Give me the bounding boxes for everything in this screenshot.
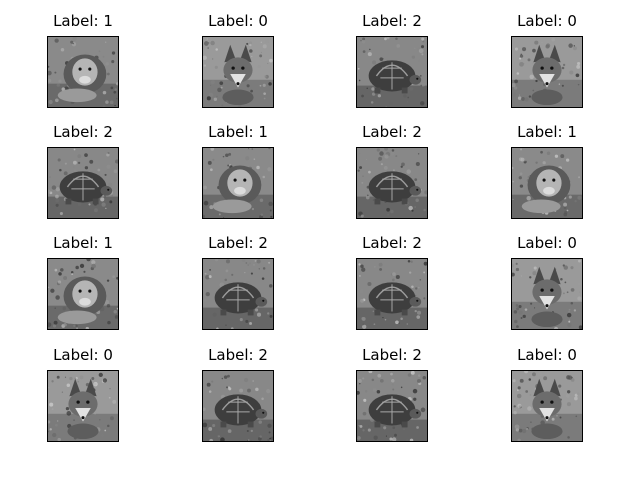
image-panel: Label: 0 xyxy=(487,224,607,332)
image-panel: Label: 2 xyxy=(23,113,143,221)
panel-title: Label: 0 xyxy=(517,12,577,30)
fox-thumbnail xyxy=(202,36,274,108)
panel-title: Label: 2 xyxy=(208,346,268,364)
panel-title: Label: 2 xyxy=(362,346,422,364)
image-panel: Label: 1 xyxy=(23,224,143,332)
panel-title: Label: 1 xyxy=(53,12,113,30)
panel-title: Label: 1 xyxy=(208,123,268,141)
fox-thumbnail xyxy=(511,36,583,108)
lion-thumbnail xyxy=(47,36,119,108)
image-panel: Label: 1 xyxy=(23,2,143,110)
panel-title: Label: 2 xyxy=(362,12,422,30)
turtle-thumbnail xyxy=(202,370,274,442)
turtle-thumbnail xyxy=(356,147,428,219)
image-panel: Label: 0 xyxy=(487,336,607,444)
image-panel: Label: 2 xyxy=(332,224,452,332)
fox-thumbnail xyxy=(47,370,119,442)
image-panel: Label: 1 xyxy=(487,113,607,221)
lion-thumbnail xyxy=(47,258,119,330)
panel-title: Label: 0 xyxy=(53,346,113,364)
panel-title: Label: 2 xyxy=(208,234,268,252)
turtle-thumbnail xyxy=(356,370,428,442)
lion-thumbnail xyxy=(202,147,274,219)
turtle-thumbnail xyxy=(202,258,274,330)
image-panel: Label: 0 xyxy=(23,336,143,444)
image-panel: Label: 2 xyxy=(332,113,452,221)
turtle-thumbnail xyxy=(356,258,428,330)
turtle-thumbnail xyxy=(356,36,428,108)
image-panel: Label: 2 xyxy=(332,336,452,444)
fox-thumbnail xyxy=(511,370,583,442)
panel-title: Label: 0 xyxy=(208,12,268,30)
turtle-thumbnail xyxy=(47,147,119,219)
panel-title: Label: 2 xyxy=(362,234,422,252)
fox-thumbnail xyxy=(511,258,583,330)
panel-title: Label: 2 xyxy=(362,123,422,141)
panel-title: Label: 1 xyxy=(53,234,113,252)
image-panel: Label: 2 xyxy=(178,336,298,444)
lion-thumbnail xyxy=(511,147,583,219)
image-panel: Label: 2 xyxy=(178,224,298,332)
panel-title: Label: 0 xyxy=(517,234,577,252)
panel-title: Label: 1 xyxy=(517,123,577,141)
panel-title: Label: 2 xyxy=(53,123,113,141)
panel-title: Label: 0 xyxy=(517,346,577,364)
image-panel: Label: 1 xyxy=(178,113,298,221)
image-panel: Label: 2 xyxy=(332,2,452,110)
image-panel: Label: 0 xyxy=(178,2,298,110)
image-panel: Label: 0 xyxy=(487,2,607,110)
